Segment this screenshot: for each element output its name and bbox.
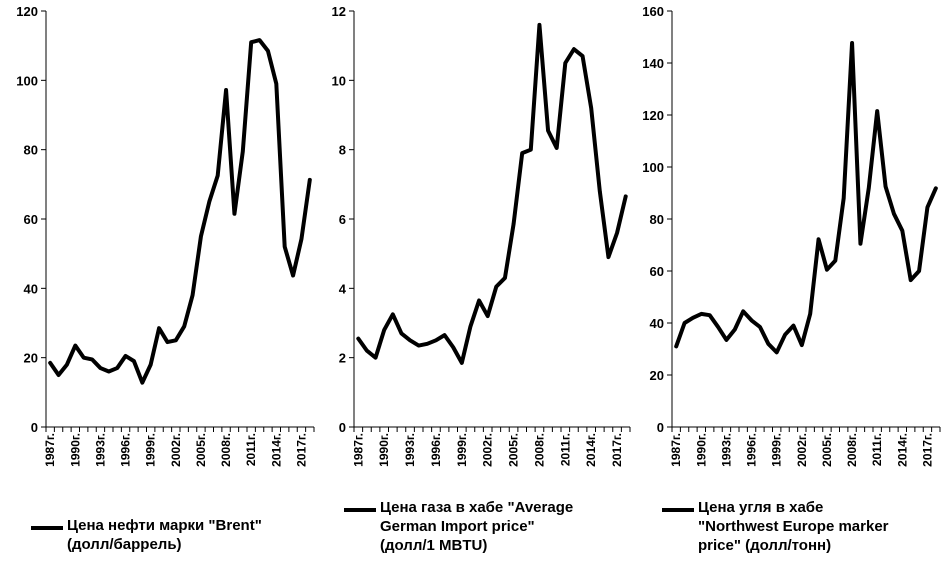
y-tick-label: 40 [650,316,664,331]
y-tick-label: 20 [24,351,38,366]
chart-brent: 0 20 40 60 80 100 120 1987г. 1990г. 1993г. 1996г. 1… [16,4,315,467]
x-tick-label: 2005г. [820,433,834,467]
legend-coal: Цена угля в хабе "Northwest Europe marke… [662,498,889,555]
y-tick-label: 80 [650,212,664,227]
x-tick-label: 1999г. [455,433,469,467]
x-tick-label: 1993г. [403,433,417,467]
legend-label: Цена газа в хабе "Average German Import … [380,499,574,554]
x-tick-label: 1987г. [669,433,683,467]
x-tick-label: 1990г. [68,433,82,467]
y-tick-label: 100 [642,160,664,175]
y-tick-label: 60 [24,212,38,227]
x-tick-label: 2002г. [795,433,809,467]
x-tick-label: 2008г. [845,433,859,467]
chart-coal: 0 20 40 60 80 100 120 140 160 1987г. 1990г. 1993г. 1… [642,4,941,467]
series-line [674,40,938,355]
x-tick-label: 2017г. [610,433,624,467]
y-tick-label: 60 [650,264,664,279]
legend-line-swatch [344,508,376,512]
legend-gas: Цена газа в хабе "Average German Import … [344,498,573,555]
x-tick-label: 2005г. [194,433,208,467]
legend-brent: Цена нефти марки "Brent" (долл/баррель) [31,516,262,554]
y-tick-label: 0 [339,420,346,435]
legend-label: Цена нефти марки "Brent" (долл/баррель) [67,517,262,553]
legend-label: Цена угля в хабе "Northwest Europe marke… [698,499,889,554]
x-tick-label: 2008г. [219,433,233,467]
y-tick-label: 0 [657,420,664,435]
x-tick-label: 1996г. [745,433,759,467]
x-tick-label: 2017г. [920,433,934,467]
x-tick-label: 2014г. [269,433,283,467]
y-tick-label: 10 [332,73,346,88]
x-tick-label: 2005г. [507,433,521,467]
y-tick-label: 12 [332,4,346,19]
x-tick-label: 2014г. [584,433,598,467]
chart-gas: 0 2 4 6 8 10 12 1987г. 1990г. 1993г. 1996г. 1999г. 2… [332,4,631,467]
y-tick-label: 2 [339,351,346,366]
x-tick-label: 2011г. [244,433,258,466]
legend-line-swatch [662,508,694,512]
x-tick-label: 1993г. [93,433,107,467]
x-tick-label: 2017г. [294,433,308,467]
x-tick-label: 1987г. [43,433,57,467]
y-tick-label: 4 [339,281,347,296]
y-tick-label: 120 [642,108,664,123]
series-line [356,22,628,365]
x-tick-label: 1987г. [351,433,365,467]
y-tick-label: 6 [339,212,346,227]
series-line [48,38,312,385]
x-tick-label: 1990г. [694,433,708,467]
y-tick-label: 20 [650,368,664,383]
x-tick-label: 2011г. [558,433,572,466]
x-tick-label: 2008г. [532,433,546,467]
x-tick-label: 2011г. [870,433,884,466]
x-tick-label: 1996г. [119,433,133,467]
x-tick-label: 1999г. [770,433,784,467]
x-tick-label: 1999г. [144,433,158,467]
y-tick-label: 40 [24,281,38,296]
legend-line-swatch [31,526,63,530]
y-tick-label: 100 [16,73,38,88]
x-tick-label: 1990г. [377,433,391,467]
y-tick-label: 120 [16,4,38,19]
y-tick-label: 8 [339,143,346,158]
y-tick-label: 140 [642,56,664,71]
x-tick-label: 2002г. [481,433,495,467]
y-tick-label: 0 [31,420,38,435]
x-tick-label: 1996г. [429,433,443,467]
x-tick-label: 2002г. [169,433,183,467]
y-tick-label: 80 [24,143,38,158]
y-tick-label: 160 [642,4,664,19]
x-tick-label: 1993г. [719,433,733,467]
x-tick-label: 2014г. [895,433,909,467]
